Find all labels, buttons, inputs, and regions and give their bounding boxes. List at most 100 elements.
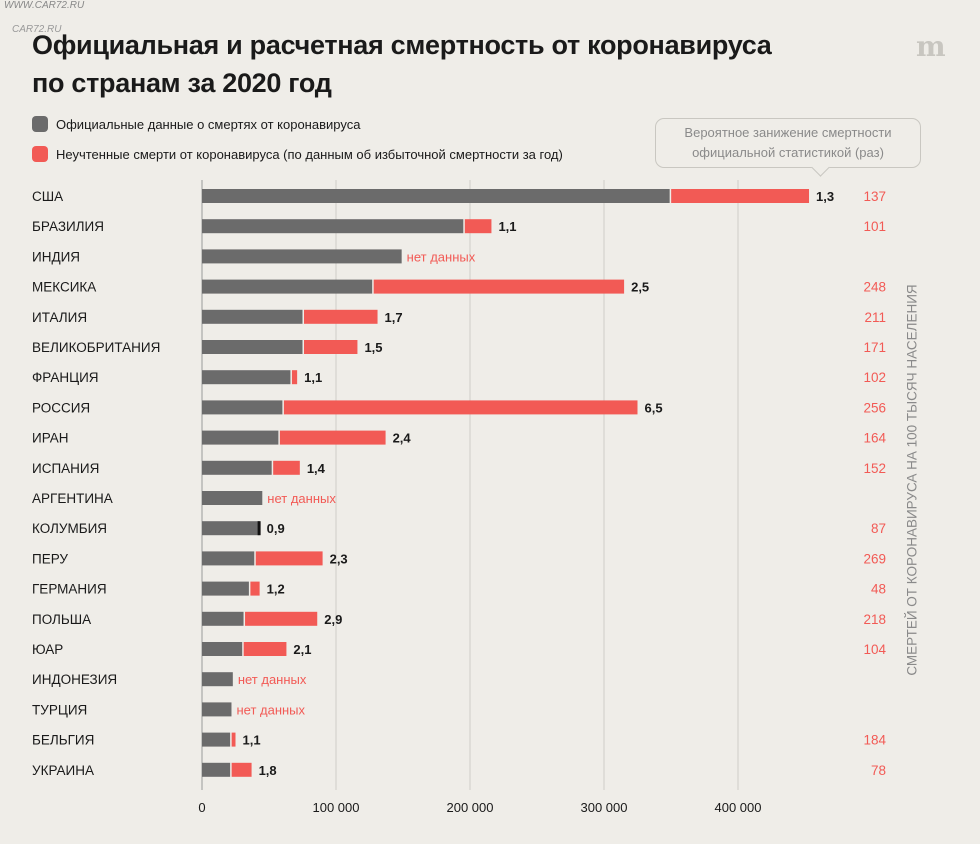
deaths-per-100k-label: 101: [863, 219, 886, 234]
bar-excess: [255, 551, 323, 566]
ratio-label: 2,1: [293, 642, 311, 657]
ratio-label: 2,3: [330, 551, 348, 566]
country-label: ИНДОНЕЗИЯ: [32, 672, 117, 687]
country-label: ИРАН: [32, 431, 69, 446]
ratio-label: 2,4: [393, 431, 412, 446]
ratio-label: 1,8: [259, 763, 277, 778]
bar-excess: [231, 732, 236, 747]
bar-official: [202, 460, 272, 475]
bar-official: [202, 309, 303, 324]
ratio-label: 1,1: [243, 733, 261, 748]
deaths-per-100k-label: 87: [871, 521, 886, 536]
bar-official: [202, 611, 244, 626]
ratio-label: 1,2: [267, 582, 285, 597]
country-label: РОССИЯ: [32, 400, 90, 415]
country-label: ВЕЛИКОБРИТАНИЯ: [32, 340, 160, 355]
deaths-per-100k-label: 104: [863, 642, 886, 657]
tooltip-line-2: официальной статистикой (раз): [692, 145, 884, 160]
ratio-label: 1,4: [307, 461, 326, 476]
bar-official: [202, 672, 233, 687]
country-label: ИНДИЯ: [32, 249, 80, 264]
deaths-per-100k-label: 171: [863, 340, 886, 355]
bar-excess: [304, 340, 358, 354]
bar-excess: [464, 219, 492, 234]
country-label: ИСПАНИЯ: [32, 461, 99, 476]
bar-lower-marker: [257, 521, 261, 536]
country-label: ЮАР: [32, 642, 63, 657]
ratio-label: 1,7: [385, 310, 403, 325]
bar-official: [202, 430, 279, 445]
country-label: МЕКСИКА: [32, 280, 96, 295]
ratio-label: нет данных: [238, 672, 307, 687]
bar-excess: [291, 370, 298, 385]
ratio-label: 1,1: [498, 219, 516, 234]
deaths-per-100k-label: 152: [863, 461, 886, 476]
bar-excess: [231, 762, 252, 777]
bar-excess: [373, 279, 625, 294]
deaths-per-100k-label: 102: [863, 370, 886, 385]
bar-official: [202, 219, 464, 234]
bar-official: [202, 551, 255, 566]
country-label: ТУРЦИЯ: [32, 702, 87, 717]
bar-official: [202, 581, 249, 596]
bar-official: [202, 400, 283, 415]
bar-official: [202, 732, 231, 747]
bar-excess: [250, 581, 260, 596]
ratio-label: 1,1: [304, 370, 322, 385]
deaths-per-100k-label: 78: [871, 763, 886, 778]
deaths-per-100k-label: 269: [863, 551, 886, 566]
country-label: ФРАНЦИЯ: [32, 370, 99, 385]
bar-official: [202, 189, 670, 203]
bar-official: [202, 642, 243, 656]
bar-excess: [671, 189, 810, 203]
deaths-per-100k-label: 256: [863, 400, 886, 415]
country-label: БЕЛЬГИЯ: [32, 733, 94, 748]
bar-official: [202, 491, 263, 505]
bar-official: [202, 249, 402, 264]
bar-official: [202, 521, 260, 536]
watermark: WWW.CAR72.RU: [4, 0, 85, 11]
country-label: КОЛУМБИЯ: [32, 521, 107, 536]
country-label: ИТАЛИЯ: [32, 310, 87, 325]
x-tick-label: 400 000: [715, 800, 762, 815]
x-tick-label: 0: [198, 800, 205, 815]
x-tick-label: 300 000: [581, 800, 628, 815]
x-tick-label: 200 000: [447, 800, 494, 815]
deaths-per-100k-label: 48: [871, 582, 886, 597]
chart-title: Официальная и расчетная смертность от ко…: [32, 26, 772, 102]
bar-official: [202, 279, 373, 294]
bar-official: [202, 702, 232, 717]
country-label: ГЕРМАНИЯ: [32, 582, 107, 597]
deaths-per-100k-label: 211: [864, 310, 886, 325]
tooltip-line-1: Вероятное занижение смертности: [684, 125, 892, 140]
ratio-label: нет данных: [236, 702, 305, 717]
ratio-label: 1,3: [816, 189, 834, 204]
deaths-per-100k-label: 164: [863, 431, 886, 446]
ratio-tooltip: Вероятное занижение смертности официальн…: [655, 118, 921, 168]
country-label: УКРАИНА: [32, 763, 94, 778]
bar-official: [202, 340, 303, 354]
publisher-logo: m: [916, 30, 946, 63]
country-label: БРАЗИЛИЯ: [32, 219, 104, 234]
bar-excess: [245, 611, 318, 626]
legend-swatch-excess: [32, 146, 48, 162]
bar-official: [202, 370, 291, 385]
bar-excess: [273, 460, 300, 475]
watermark-logo: CAR72.RU: [12, 24, 62, 35]
title-line-2: по странам за 2020 год: [32, 68, 332, 98]
deaths-per-100k-label: 184: [863, 733, 886, 748]
legend-swatch-official: [32, 116, 48, 132]
legend-label-official: Официальные данные о смертях от коронави…: [56, 116, 361, 132]
country-label: ПЕРУ: [32, 551, 68, 566]
legend-label-excess: Неучтенные смерти от коронавируса (по да…: [56, 146, 563, 162]
x-tick-label: 100 000: [313, 800, 360, 815]
deaths-per-100k-label: 248: [863, 280, 886, 295]
ratio-label: 6,5: [645, 400, 663, 415]
bar-excess: [283, 400, 638, 415]
country-label: АРГЕНТИНА: [32, 491, 113, 506]
bar-excess: [304, 309, 378, 324]
ratio-label: 2,5: [631, 280, 649, 295]
ratio-label: нет данных: [407, 249, 476, 264]
ratio-label: 2,9: [324, 612, 342, 627]
title-line-1: Официальная и расчетная смертность от ко…: [32, 30, 772, 60]
